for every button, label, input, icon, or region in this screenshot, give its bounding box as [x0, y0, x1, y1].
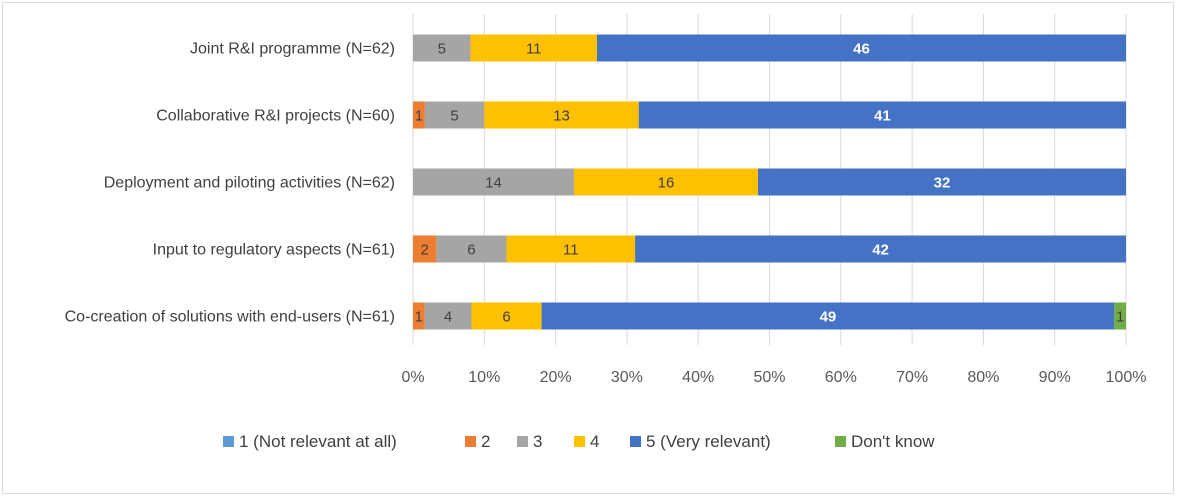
x-tick-label: 60% — [825, 369, 857, 386]
x-tick-label: 90% — [1039, 369, 1071, 386]
data-label: 1 — [1116, 309, 1124, 326]
legend-swatch — [630, 436, 641, 447]
legend-label: 4 — [590, 432, 599, 451]
category-label: Joint R&I programme (N=62) — [190, 41, 395, 58]
data-label: 5 — [438, 41, 446, 58]
category-label: Collaborative R&I projects (N=60) — [156, 108, 395, 125]
legend-swatch — [574, 436, 585, 447]
x-tick-label: 10% — [468, 369, 500, 386]
data-label: 14 — [485, 175, 502, 192]
legend-label: 2 — [481, 432, 490, 451]
category-label: Deployment and piloting activities (N=62… — [104, 175, 395, 192]
legend-label: 5 (Very relevant) — [646, 432, 771, 451]
bar-segment — [436, 235, 507, 263]
data-label: 6 — [502, 309, 510, 326]
bar-segment — [484, 101, 639, 129]
data-label: 13 — [553, 108, 570, 125]
bar-segment — [424, 302, 472, 330]
legend-swatch — [223, 436, 234, 447]
data-label: 32 — [934, 175, 951, 192]
data-label: 1 — [415, 309, 423, 326]
bar-segment — [424, 101, 485, 129]
x-tick-label: 0% — [401, 369, 424, 386]
bar-segment — [471, 302, 542, 330]
bar-segment — [597, 34, 1126, 62]
legend-swatch — [835, 436, 846, 447]
data-label: 42 — [872, 242, 889, 259]
x-tick-label: 40% — [682, 369, 714, 386]
category-label: Co-creation of solutions with end-users … — [65, 309, 395, 326]
bar-segment — [638, 101, 1126, 129]
x-tick-label: 50% — [753, 369, 785, 386]
data-label: 2 — [421, 242, 429, 259]
bar-segment — [758, 168, 1126, 196]
data-label: 11 — [526, 41, 542, 58]
data-label: 49 — [820, 309, 837, 326]
data-label: 16 — [658, 175, 675, 192]
bar-segment — [506, 235, 636, 263]
x-tick-label: 80% — [967, 369, 999, 386]
x-tick-label: 30% — [611, 369, 643, 386]
bar-segment — [413, 302, 425, 330]
bar-segment — [541, 302, 1115, 330]
data-label: 11 — [563, 242, 579, 259]
legend-swatch — [465, 436, 476, 447]
bar-segment — [1114, 302, 1126, 330]
bar-segment — [413, 101, 425, 129]
bar-segment — [413, 168, 574, 196]
data-label: 4 — [444, 309, 452, 326]
legend-label: Don't know — [851, 432, 935, 451]
x-tick-label: 70% — [896, 369, 928, 386]
data-label: 5 — [450, 108, 458, 125]
legend-label: 1 (Not relevant at all) — [239, 432, 397, 451]
data-label: 6 — [467, 242, 475, 259]
bar-segment — [635, 235, 1126, 263]
x-tick-label: 100% — [1106, 369, 1147, 386]
x-tick-label: 20% — [540, 369, 572, 386]
bar-segment — [413, 235, 437, 263]
legend-label: 3 — [533, 432, 542, 451]
data-label: 1 — [415, 108, 423, 125]
data-label: 41 — [874, 108, 891, 125]
bar-segment — [574, 168, 758, 196]
category-label: Input to regulatory aspects (N=61) — [153, 242, 395, 259]
bar-segment — [470, 34, 597, 62]
bar-segment — [413, 34, 471, 62]
data-label: 46 — [853, 41, 870, 58]
legend-swatch — [517, 436, 528, 447]
